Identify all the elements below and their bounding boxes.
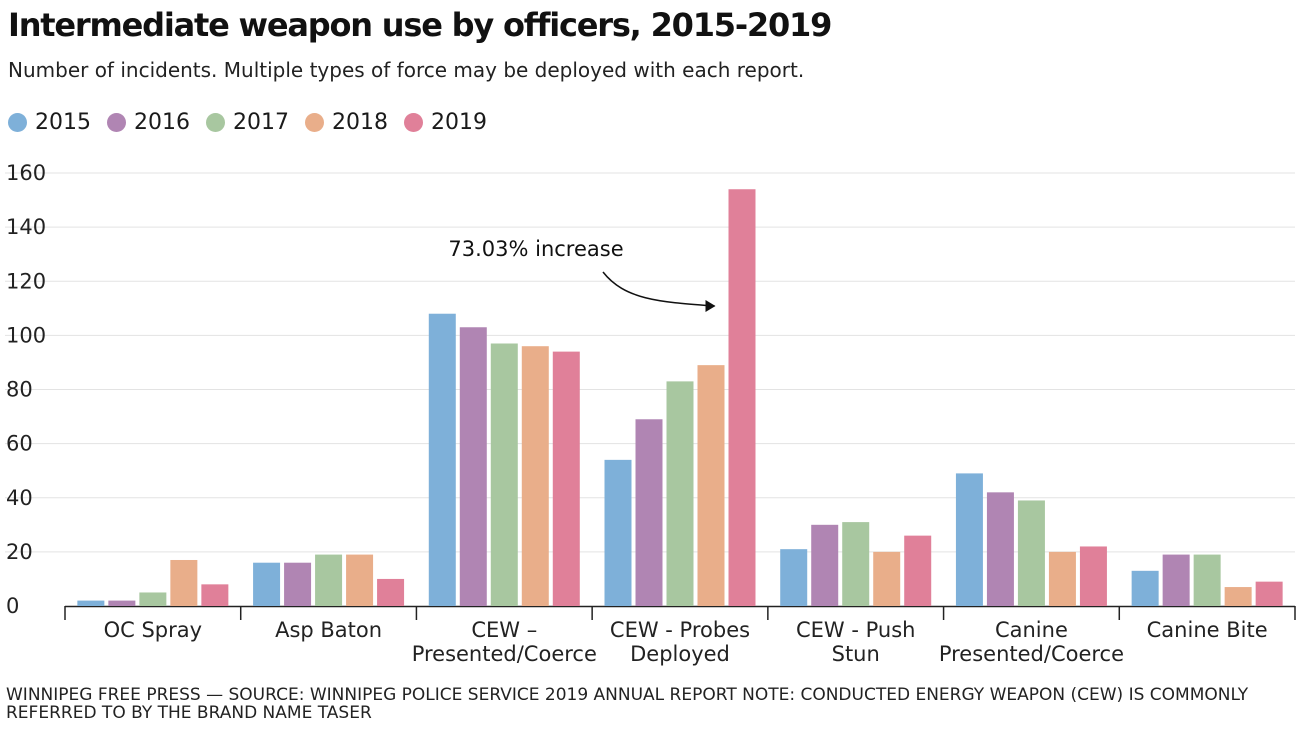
x-tick-label: Deployed: [630, 642, 730, 666]
bar: [1131, 570, 1159, 606]
y-tick-label: 140: [6, 215, 46, 239]
bar: [1079, 546, 1107, 606]
bar: [842, 522, 870, 606]
bar: [552, 351, 580, 606]
bar: [697, 365, 725, 606]
bar: [284, 562, 312, 606]
legend-swatch: [206, 113, 225, 132]
legend-item-2017: 2017: [206, 110, 289, 135]
x-tick-label: Presented/Coerce: [412, 642, 597, 666]
x-tick-label: CEW - Push: [796, 618, 915, 642]
bar: [955, 473, 983, 606]
bar: [253, 562, 281, 606]
legend-label: 2017: [233, 110, 289, 135]
annotation-arrow: [602, 271, 715, 307]
legend-item-2016: 2016: [107, 110, 190, 135]
bar: [521, 346, 549, 606]
bar: [635, 419, 663, 606]
bar: [780, 549, 808, 606]
bar: [1193, 554, 1221, 606]
y-tick-label: 60: [6, 432, 33, 456]
bar: [666, 381, 694, 606]
bar: [1162, 554, 1190, 606]
legend-item-2019: 2019: [404, 110, 487, 135]
legend-swatch: [404, 113, 423, 132]
chart-title: Intermediate weapon use by officers, 201…: [8, 6, 832, 44]
x-tick-label: Asp Baton: [275, 618, 382, 642]
bar: [108, 600, 136, 606]
y-tick-label: 80: [6, 378, 33, 402]
bar: [77, 600, 105, 606]
bar: [873, 551, 901, 606]
bar: [1017, 500, 1045, 606]
legend-label: 2019: [431, 110, 487, 135]
annotation-arrowhead: [705, 300, 716, 312]
bar: [170, 559, 198, 606]
y-tick-label: 100: [6, 323, 46, 347]
legend-swatch: [8, 113, 27, 132]
bar: [428, 313, 456, 606]
legend-swatch: [107, 113, 126, 132]
bar: [1255, 581, 1283, 606]
x-tick-label: Stun: [832, 642, 880, 666]
bar: [1048, 551, 1076, 606]
source-note: WINNIPEG FREE PRESS — SOURCE: WINNIPEG P…: [6, 685, 1249, 723]
y-tick-label: 0: [6, 594, 19, 618]
y-tick-label: 20: [6, 540, 33, 564]
bar: [811, 524, 839, 606]
x-tick-label: Presented/Coerce: [939, 642, 1124, 666]
legend-item-2015: 2015: [8, 110, 91, 135]
bar: [346, 554, 374, 606]
bar: [459, 327, 487, 606]
x-tick-label: CEW - Probes: [610, 618, 750, 642]
y-tick-label: 40: [6, 486, 33, 510]
bar: [139, 592, 167, 606]
bar-chart: 0 20 40 60 80 100 120 140 160 OC Spray Asp Baton CE…: [5, 161, 1296, 666]
bar: [728, 189, 756, 607]
legend-label: 2016: [134, 110, 190, 135]
bar: [604, 459, 632, 606]
bar: [377, 578, 405, 606]
legend-label: 2018: [332, 110, 388, 135]
bar: [315, 554, 343, 606]
legend-label: 2015: [35, 110, 91, 135]
legend-item-2018: 2018: [305, 110, 388, 135]
legend: 2015 2016 2017 2018 2019: [8, 110, 487, 135]
bar: [986, 492, 1014, 606]
bar: [490, 343, 518, 606]
x-tick-label: OC Spray: [104, 618, 202, 642]
x-tick-label: Canine: [995, 618, 1068, 642]
x-tick-label: CEW –: [471, 618, 537, 642]
y-tick-label: 160: [6, 161, 46, 185]
bar: [904, 535, 932, 606]
bar: [1224, 587, 1252, 606]
bar: [201, 584, 229, 606]
y-tick-label: 120: [6, 269, 46, 293]
legend-swatch: [305, 113, 324, 132]
annotation-label: 73.03% increase: [448, 237, 623, 261]
chart-subtitle: Number of incidents. Multiple types of f…: [8, 58, 805, 82]
x-tick-label: Canine Bite: [1147, 618, 1268, 642]
